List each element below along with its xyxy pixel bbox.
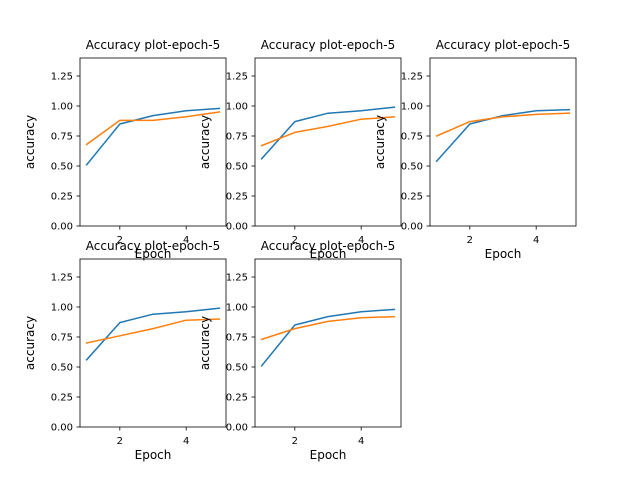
y-tick-label: 1.25 xyxy=(226,273,248,284)
axes-frame xyxy=(254,57,402,227)
y-tick-label: 1.25 xyxy=(51,72,73,83)
series-line-2 xyxy=(260,315,396,341)
x-tick-label: 2 xyxy=(117,235,123,246)
plot-title: Accuracy plot-epoch-5 xyxy=(86,239,220,253)
y-axis-label: accuracy xyxy=(23,115,37,169)
y-tick-label: 1.25 xyxy=(401,72,423,83)
x-axis-label: Epoch xyxy=(310,247,347,261)
y-tick-label: 1.25 xyxy=(51,273,73,284)
plot-title: Accuracy plot-epoch-5 xyxy=(261,239,395,253)
x-tick-label: 4 xyxy=(358,235,364,246)
y-tick-label: 0.75 xyxy=(51,132,73,143)
series-line-2 xyxy=(85,111,221,146)
subplot-1: 2 4 0.00 0.25 0.50 0.75 1.00 1.25 Epoch accuracy A… xyxy=(23,38,227,261)
plot-title: Accuracy plot-epoch-5 xyxy=(436,38,570,52)
y-tick-label: 0.25 xyxy=(226,393,248,404)
y-tick-label: 0.00 xyxy=(401,222,423,233)
y-axis-label: accuracy xyxy=(198,316,212,370)
y-tick-label: 0.75 xyxy=(226,333,248,344)
y-tick-label: 0.75 xyxy=(226,132,248,143)
x-axis-label: Epoch xyxy=(135,247,172,261)
x-tick-label: 4 xyxy=(183,235,189,246)
y-tick-label: 0.25 xyxy=(51,393,73,404)
series-line-1 xyxy=(260,106,396,160)
y-tick-label: 1.00 xyxy=(51,303,73,314)
y-axis-label: accuracy xyxy=(198,115,212,169)
axes-frame xyxy=(254,258,402,428)
axes-frame xyxy=(79,57,227,227)
y-tick-label: 0.00 xyxy=(226,222,248,233)
subplot-3: 2 4 0.00 0.25 0.50 0.75 1.00 1.25 Epoch accuracy A… xyxy=(373,38,577,261)
x-tick-label: 4 xyxy=(358,436,364,447)
y-axis-label: accuracy xyxy=(373,115,387,169)
y-tick-label: 0.50 xyxy=(226,363,248,374)
x-axis-label: Epoch xyxy=(485,247,522,261)
y-tick-label: 0.75 xyxy=(51,333,73,344)
x-tick-label: 2 xyxy=(292,235,298,246)
x-tick-label: 2 xyxy=(117,436,123,447)
y-tick-label: 1.00 xyxy=(226,102,248,113)
y-tick-label: 0.50 xyxy=(51,162,73,173)
axes-frame xyxy=(79,258,227,428)
y-tick-label: 0.00 xyxy=(226,423,248,434)
y-tick-label: 0.50 xyxy=(401,162,423,173)
y-tick-label: 0.75 xyxy=(401,132,423,143)
series-line-1 xyxy=(85,107,221,166)
plot-title: Accuracy plot-epoch-5 xyxy=(86,38,220,52)
y-axis-label: accuracy xyxy=(23,316,37,370)
series-line-1 xyxy=(260,308,396,367)
x-tick-label: 2 xyxy=(467,235,473,246)
y-tick-label: 0.25 xyxy=(401,192,423,203)
y-tick-label: 0.00 xyxy=(51,222,73,233)
series-line-2 xyxy=(260,115,396,147)
y-tick-label: 0.25 xyxy=(226,192,248,203)
axes-frame xyxy=(429,57,577,227)
series-line-1 xyxy=(85,307,221,361)
y-tick-label: 1.25 xyxy=(226,72,248,83)
series-line-2 xyxy=(85,318,221,344)
y-tick-label: 0.00 xyxy=(51,423,73,434)
series-line-2 xyxy=(435,112,571,137)
x-axis-label: Epoch xyxy=(310,448,347,462)
subplot-4: 2 4 0.00 0.25 0.50 0.75 1.00 1.25 Epoch accuracy A… xyxy=(23,239,227,462)
y-tick-label: 1.00 xyxy=(401,102,423,113)
y-tick-label: 0.25 xyxy=(51,192,73,203)
y-tick-label: 0.50 xyxy=(51,363,73,374)
y-tick-label: 1.00 xyxy=(51,102,73,113)
x-tick-label: 4 xyxy=(183,436,189,447)
subplot-5: 2 4 0.00 0.25 0.50 0.75 1.00 1.25 Epoch accuracy A… xyxy=(198,239,402,462)
plot-title: Accuracy plot-epoch-5 xyxy=(261,38,395,52)
x-tick-label: 2 xyxy=(292,436,298,447)
subplot-2: 2 4 0.00 0.25 0.50 0.75 1.00 1.25 Epoch accuracy A… xyxy=(198,38,402,261)
x-axis-label: Epoch xyxy=(135,448,172,462)
x-tick-label: 4 xyxy=(533,235,539,246)
y-tick-label: 1.00 xyxy=(226,303,248,314)
series-line-1 xyxy=(435,108,571,163)
y-tick-label: 0.50 xyxy=(226,162,248,173)
